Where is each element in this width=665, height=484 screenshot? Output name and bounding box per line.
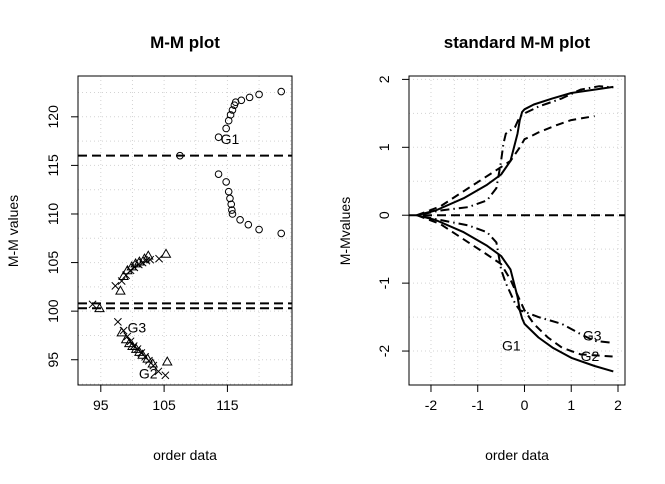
mm-plot-point-triangle [160, 248, 172, 258]
standard-mm-plot-series-line-dashed [416, 115, 595, 217]
mm-plot-point-circle [224, 187, 233, 196]
standard-mm-plot-series-line-dotdash [416, 85, 614, 217]
mm-plot-point-circle [244, 220, 253, 229]
mm-plot-marks: G1 G3 G2 [78, 87, 292, 381]
mm-plot-point-cross [146, 255, 155, 264]
standard-mm-plot-marks: G1 G3 G2 [409, 85, 625, 373]
standard-mm-plot-ylabel: M-Mvalues [337, 197, 353, 265]
mm-plot-point-cross [111, 281, 120, 290]
mm-plot-point-cross [117, 277, 126, 285]
mm-plot-point-circle [227, 200, 236, 209]
mm-plot-group-label: G3 [128, 320, 147, 336]
mm-plot-y-tick-label: 120 [45, 105, 61, 129]
standard-mm-plot-group-label: G3 [583, 327, 602, 343]
mm-plot-point-circle [222, 178, 230, 186]
standard-mm-plot-group-label: G2 [581, 348, 600, 364]
standard-mm-plot-series-line-dashed [416, 214, 614, 358]
mm-plot-panel: M-M plot order data M-M values G1 G3 G2 95… [5, 33, 293, 463]
mm-plot-point-circle [255, 90, 263, 99]
mm-plot-point-circle [277, 229, 286, 238]
mm-plot-point-circle [228, 206, 236, 214]
standard-mm-plot-y-tick-label: 0 [376, 211, 392, 219]
mm-plot-point-circle [228, 210, 237, 218]
standard-mm-plot-ticks: -2 -1 0 1 2 -2 -1 0 1 2 [376, 75, 622, 413]
mm-plot-y-tick-label: 115 [45, 154, 61, 177]
mm-plot-point-cross [130, 263, 139, 272]
mm-plot-point-circle [214, 133, 223, 142]
mm-plot-point-triangle [94, 302, 105, 313]
standard-mm-plot-x-tick-label: 2 [614, 397, 622, 413]
standard-mm-plot-panel: standard M-M plot order data M-Mvalues G… [337, 33, 626, 463]
mm-plot-point-circle [228, 106, 237, 114]
standard-mm-plot-x-tick-label: 0 [521, 397, 529, 413]
mm-plot-y-tick-label: 100 [45, 299, 61, 323]
standard-mm-plot-x-tick-label: -1 [472, 397, 485, 413]
mm-plot-point-circle [236, 216, 244, 224]
mm-plot-point-cross [119, 326, 128, 335]
mm-plot-x-tick-label: 95 [93, 397, 109, 413]
mm-plot-point-circle [255, 225, 263, 234]
mm-plot-point-triangle [161, 356, 173, 366]
mm-plot-group-label: G1 [221, 131, 240, 147]
mm-plot-x-tick-label: 115 [216, 397, 239, 413]
mm-plot-point-cross [161, 371, 170, 380]
standard-mm-plot-x-tick-label: -2 [425, 397, 438, 413]
mm-plot-frame [77, 75, 293, 386]
mm-plot-point-triangle [116, 327, 128, 337]
mm-plot-point-cross [154, 367, 163, 376]
standard-mm-plot-y-tick-label: -1 [376, 277, 392, 290]
mm-plot-point-circle [222, 124, 230, 133]
standard-mm-plot-frame [408, 75, 626, 386]
mm-plot-point-circle [226, 194, 234, 203]
mm-plot-point-cross [134, 260, 143, 269]
mm-plot-point-circle [237, 96, 246, 105]
mm-plot-point-circle [176, 151, 184, 160]
mm-plot-point-cross [126, 266, 135, 275]
mm-plot-xlabel: order data [153, 447, 217, 463]
mm-plot-y-tick-label: 105 [45, 251, 61, 275]
mm-plot-point-circle [277, 87, 286, 96]
mm-plot-title: M-M plot [150, 33, 220, 52]
standard-mm-plot-y-tick-label: -2 [376, 345, 392, 358]
mm-plot-point-circle [226, 111, 235, 119]
mm-plot-group-label: G2 [139, 365, 158, 381]
mm-plot-grid [78, 76, 292, 385]
mm-plot-point-triangle [115, 285, 126, 295]
standard-mm-plot-xlabel: order data [485, 447, 549, 463]
standard-mm-plot-title: standard M-M plot [444, 33, 591, 52]
mm-plot-point-cross [138, 258, 147, 267]
mm-plot-y-tick-label: 110 [45, 203, 61, 226]
mm-plot-point-circle [245, 93, 254, 102]
standard-mm-plot-y-tick-label: 1 [376, 143, 392, 151]
mm-plot-x-tick-label: 105 [152, 397, 176, 413]
standard-mm-plot-group-label: G1 [502, 338, 521, 354]
mm-plot-point-cross [123, 332, 132, 341]
standard-mm-plot-series-line-solid [416, 85, 614, 217]
mm-plot-ticks: 95 105 115 95 100 105 110 115 120 [45, 105, 239, 413]
mm-plot-point-circle [214, 170, 223, 178]
mm-plot-point-cross [113, 317, 122, 326]
mm-plot-point-cross [88, 300, 97, 309]
mm-plot-ylabel: M-M values [5, 195, 21, 267]
standard-mm-plot-series-line-dotdash [416, 214, 614, 344]
standard-mm-plot-y-tick-label: 2 [376, 75, 392, 83]
mm-plot-y-tick-label: 95 [45, 352, 61, 368]
mm-plot-point-cross [129, 342, 138, 351]
mm-plot-point-cross [149, 361, 158, 370]
standard-mm-plot-x-tick-label: 1 [567, 397, 575, 413]
mm-plot-point-cross [155, 254, 163, 263]
mm-plot-point-cross [126, 337, 135, 346]
